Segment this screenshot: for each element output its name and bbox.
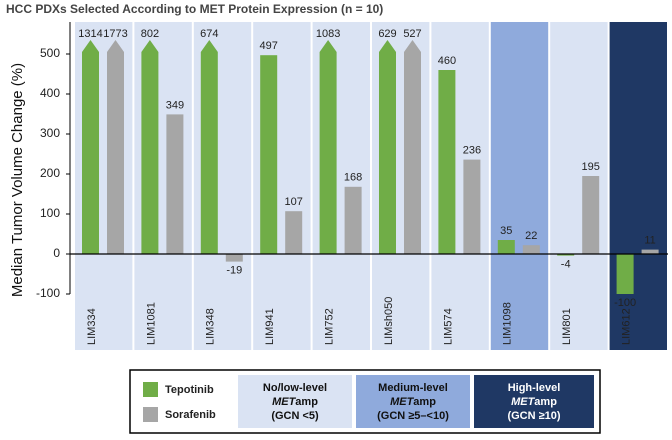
x-tick-label: LIM752 bbox=[324, 308, 336, 345]
y-tick-label: 400 bbox=[40, 86, 60, 100]
data-label: 1314 bbox=[78, 28, 102, 40]
bar bbox=[285, 211, 303, 254]
bar bbox=[522, 245, 540, 254]
legend-label: Tepotinib bbox=[165, 384, 214, 396]
data-label: 527 bbox=[403, 28, 421, 40]
data-label: 629 bbox=[378, 28, 396, 40]
column-background bbox=[609, 22, 667, 350]
group-label-part: (GCN ≥5–<10) bbox=[377, 410, 449, 422]
group-label-part: MET bbox=[390, 396, 415, 408]
group-label-part: amp bbox=[534, 396, 557, 408]
data-label: 460 bbox=[438, 55, 456, 67]
group-label: METamp bbox=[511, 396, 557, 408]
x-tick-label: LIM334 bbox=[86, 308, 98, 345]
legend-swatch bbox=[143, 382, 158, 397]
group-label-part: amp bbox=[295, 396, 318, 408]
bar bbox=[463, 159, 481, 254]
bar bbox=[404, 40, 421, 254]
data-label: -100 bbox=[614, 297, 636, 309]
data-label: -4 bbox=[561, 259, 571, 271]
group-label-part: (GCN ≥10) bbox=[507, 410, 560, 422]
data-label: 1083 bbox=[316, 28, 340, 40]
bar bbox=[438, 70, 456, 254]
group-label: Medium-level bbox=[378, 382, 448, 394]
bar bbox=[641, 249, 659, 254]
bar bbox=[141, 40, 159, 254]
data-label: 349 bbox=[166, 99, 184, 111]
bar bbox=[82, 40, 99, 254]
x-tick-label: LIM1098 bbox=[502, 302, 514, 345]
bar bbox=[260, 55, 278, 255]
data-label: 497 bbox=[260, 40, 278, 52]
bar bbox=[200, 40, 218, 254]
group-swatch bbox=[238, 375, 352, 428]
group-label: (GCN ≥10) bbox=[507, 410, 560, 422]
data-label: 674 bbox=[200, 28, 218, 40]
data-label: -19 bbox=[226, 265, 242, 277]
y-tick-label: 0 bbox=[53, 246, 60, 260]
y-tick-label: 100 bbox=[40, 206, 60, 220]
group-label: No/low-level bbox=[263, 382, 327, 394]
x-tick-label: LIM1081 bbox=[145, 302, 157, 345]
group-label-part: High-level bbox=[508, 382, 561, 394]
x-tick-label: LIM348 bbox=[205, 308, 217, 345]
group-label: (GCN ≥5–<10) bbox=[377, 410, 449, 422]
group-label-part: amp bbox=[413, 396, 436, 408]
y-tick-label: 300 bbox=[40, 126, 60, 140]
bar bbox=[379, 40, 396, 254]
y-tick-label: 500 bbox=[40, 46, 60, 60]
data-label: 35 bbox=[500, 225, 512, 237]
bar bbox=[582, 176, 600, 254]
bar bbox=[344, 186, 362, 254]
bar bbox=[497, 240, 515, 254]
group-label-part: No/low-level bbox=[263, 382, 327, 394]
x-tick-label: LIM574 bbox=[442, 308, 454, 345]
legend-swatch bbox=[143, 407, 158, 422]
group-label-part: Medium-level bbox=[378, 382, 448, 394]
bar bbox=[557, 254, 575, 256]
group-swatch bbox=[474, 375, 594, 428]
group-label: METamp bbox=[272, 396, 318, 408]
bar bbox=[166, 114, 184, 255]
group-label: METamp bbox=[390, 396, 436, 408]
group-label-part: (GCN <5) bbox=[271, 410, 319, 422]
y-tick-label: 200 bbox=[40, 166, 60, 180]
bar bbox=[319, 40, 337, 254]
bar bbox=[107, 40, 124, 254]
legend-label: Sorafenib bbox=[165, 409, 216, 421]
bar bbox=[616, 254, 634, 294]
x-tick-label: LIM612 bbox=[621, 308, 633, 345]
data-label: 168 bbox=[344, 172, 362, 184]
data-label: 236 bbox=[463, 145, 481, 157]
data-label: 11 bbox=[644, 235, 655, 247]
group-swatch bbox=[356, 375, 470, 428]
bar bbox=[225, 254, 243, 262]
group-label-part: MET bbox=[272, 396, 297, 408]
x-tick-label: LIM941 bbox=[264, 308, 276, 345]
group-label-part: MET bbox=[511, 396, 536, 408]
data-label: 802 bbox=[141, 28, 159, 40]
x-tick-label: LIM801 bbox=[561, 308, 573, 345]
column-background bbox=[490, 22, 549, 350]
y-tick-label: -100 bbox=[36, 286, 60, 300]
data-label: 22 bbox=[525, 230, 537, 242]
chart-title: HCC PDXs Selected According to MET Prote… bbox=[6, 2, 383, 16]
data-label: 1773 bbox=[103, 28, 127, 40]
data-label: 195 bbox=[582, 161, 600, 173]
group-label: High-level bbox=[508, 382, 561, 394]
group-label: (GCN <5) bbox=[271, 410, 319, 422]
data-label: 107 bbox=[285, 196, 303, 208]
x-tick-label: LIMsh050 bbox=[383, 297, 395, 345]
y-axis-label: Median Tumor Volume Change (%) bbox=[9, 63, 26, 297]
